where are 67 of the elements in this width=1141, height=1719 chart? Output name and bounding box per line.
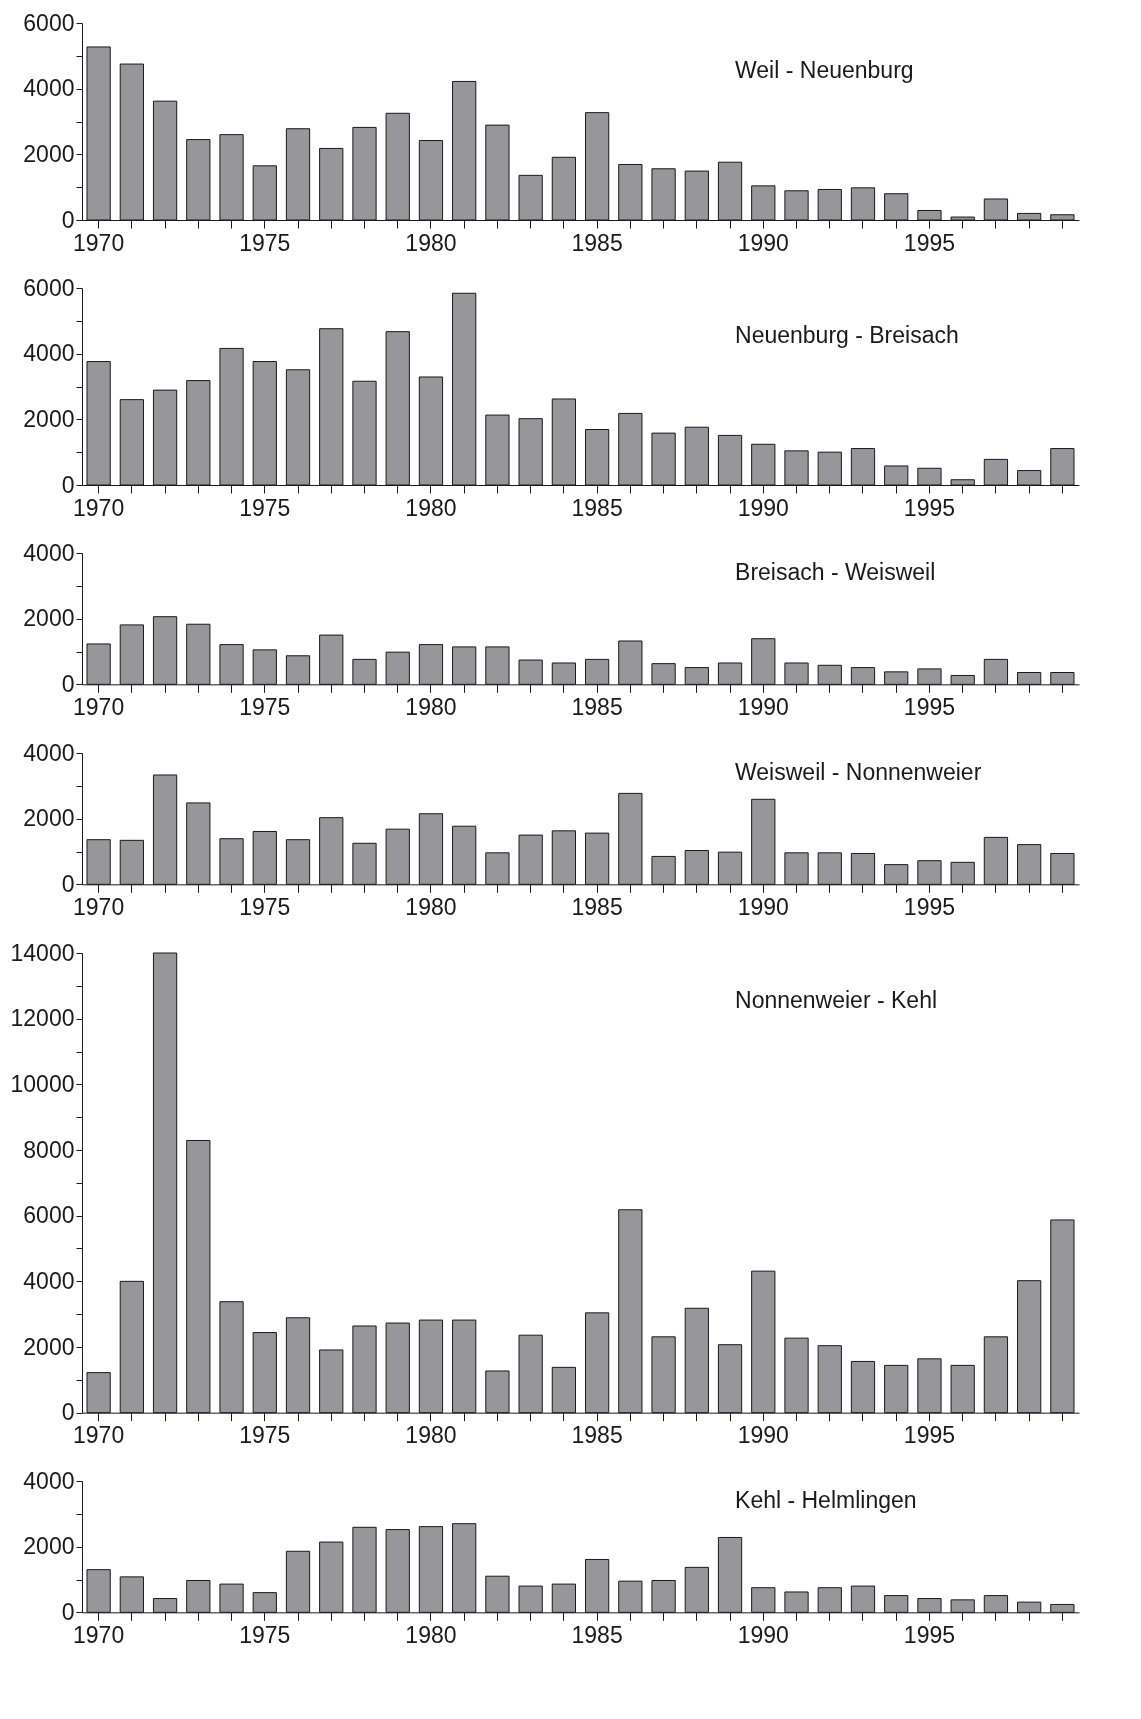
x-tick-label: 1995	[903, 229, 956, 256]
x-tick-label: 1985	[571, 494, 623, 521]
y-tick-label: 14000	[10, 939, 75, 966]
y-tick-label: 6000	[23, 9, 75, 36]
y-tick-label: 0	[61, 670, 75, 697]
y-tick-label: 4000	[23, 75, 75, 102]
y-tick-label: 12000	[10, 1005, 75, 1032]
x-tick-label: 1970	[73, 1621, 125, 1648]
y-tick-label: 2000	[23, 1533, 75, 1560]
y-tick-label: 4000	[23, 1267, 75, 1294]
x-tick-label: 1980	[405, 494, 457, 521]
y-tick-label: 2000	[23, 405, 75, 432]
x-tick-label: 1980	[405, 893, 457, 920]
x-tick-label: 1975	[239, 1422, 291, 1449]
y-tick-label: 4000	[23, 539, 75, 566]
x-tick-label: 1985	[571, 1621, 623, 1648]
y-tick-label: 8000	[23, 1136, 75, 1163]
x-tick-label: 1990	[737, 229, 789, 256]
y-tick-label: 2000	[23, 140, 75, 167]
y-tick-label: 6000	[23, 1202, 75, 1229]
annotation: Breisach - Weisweil	[735, 558, 936, 585]
y-tick-label: 0	[61, 206, 75, 233]
y-tick-label: 6000	[23, 274, 75, 301]
x-tick-label: 1975	[239, 229, 291, 256]
x-tick-label: 1995	[903, 1621, 956, 1648]
y-tick-label: 4000	[23, 340, 75, 367]
y-tick-label: 2000	[23, 1333, 75, 1360]
x-tick-label: 1975	[239, 693, 291, 720]
x-tick-label: 1995	[903, 494, 956, 521]
x-tick-label: 1995	[903, 893, 956, 920]
x-tick-label: 1975	[239, 494, 291, 521]
y-tick-label: 2000	[23, 605, 75, 632]
annotation: Nonnenweier - Kehl	[735, 987, 938, 1013]
x-tick-label: 1970	[73, 893, 125, 920]
x-tick-label: 1970	[73, 229, 125, 256]
x-tick-label: 1990	[737, 1422, 789, 1449]
y-tick-label: 2000	[23, 805, 75, 832]
x-tick-label: 1990	[737, 1621, 789, 1648]
x-tick-label: 1970	[73, 494, 125, 521]
x-tick-label: 1970	[73, 1422, 125, 1449]
y-tick-label: 0	[61, 471, 75, 498]
x-tick-label: 1980	[405, 1621, 457, 1648]
y-tick-label: 0	[61, 870, 75, 897]
annotation: Weil - Neuenburg	[735, 57, 914, 83]
y-tick-label: 4000	[23, 739, 75, 766]
x-tick-label: 1985	[571, 229, 623, 256]
x-tick-label: 1980	[405, 693, 457, 720]
y-tick-label: 0	[61, 1399, 75, 1426]
x-tick-label: 1995	[903, 1422, 956, 1449]
x-tick-label: 1985	[571, 1422, 623, 1449]
annotation: Weisweil - Nonnenweier	[735, 758, 982, 785]
x-tick-label: 1990	[737, 893, 789, 920]
x-tick-label: 1975	[239, 1621, 291, 1648]
x-tick-label: 1985	[571, 693, 623, 720]
x-tick-label: 1985	[571, 893, 623, 920]
y-tick-label: 10000	[10, 1070, 75, 1097]
x-tick-label: 1980	[405, 229, 457, 256]
x-tick-label: 1980	[405, 1422, 457, 1449]
x-tick-label: 1990	[737, 494, 789, 521]
y-tick-label: 4000	[23, 1467, 75, 1494]
x-tick-label: 1970	[73, 693, 125, 720]
annotation: Kehl - Helmlingen	[735, 1486, 917, 1513]
annotation: Neuenburg - Breisach	[735, 322, 959, 348]
x-tick-label: 1990	[737, 693, 789, 720]
x-tick-label: 1975	[239, 893, 291, 920]
x-tick-label: 1995	[903, 693, 956, 720]
y-tick-label: 0	[61, 1598, 75, 1625]
